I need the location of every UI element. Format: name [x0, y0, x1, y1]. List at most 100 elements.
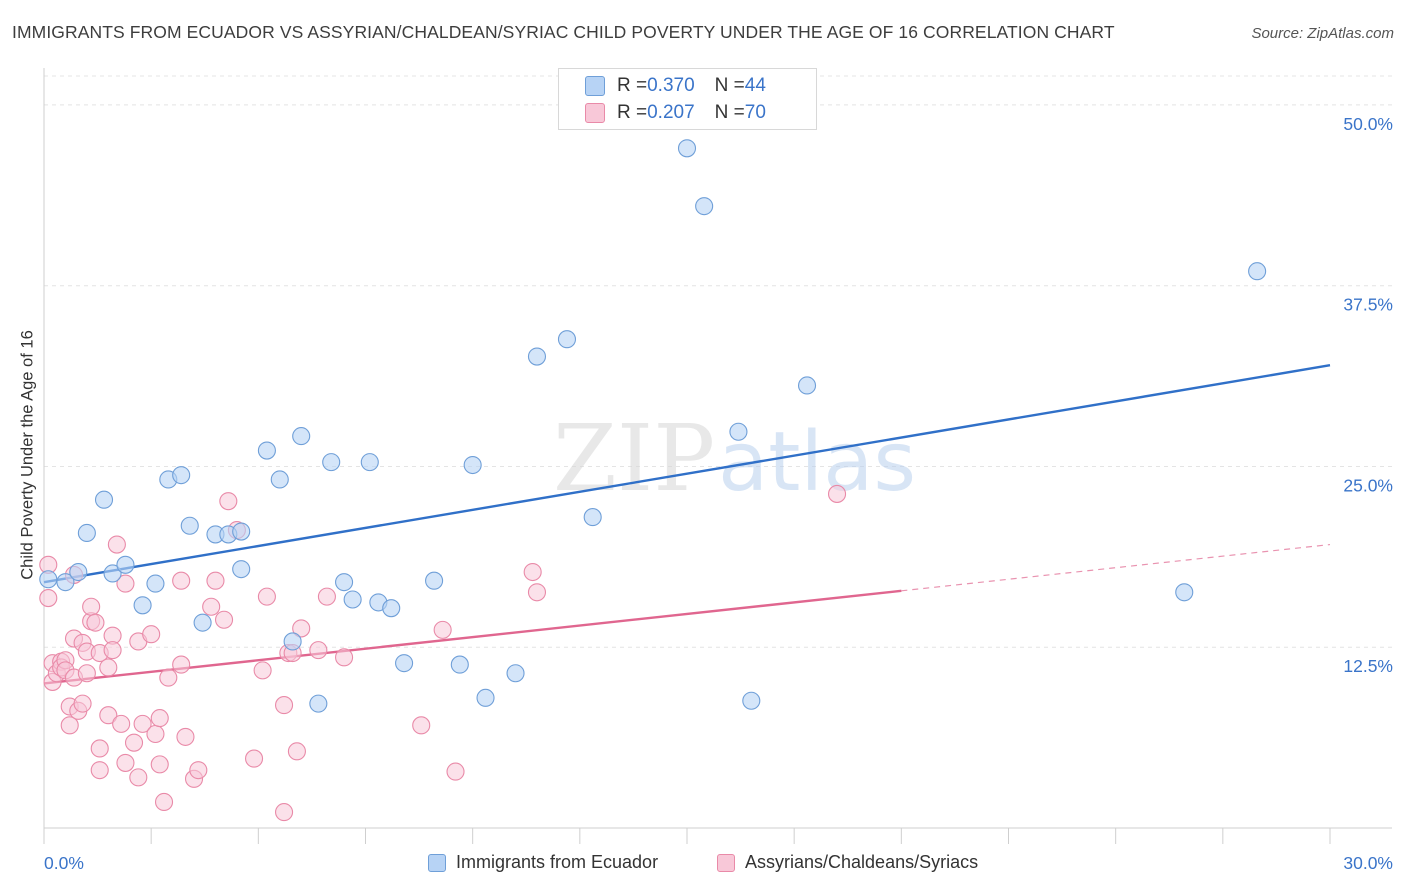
data-point-assyrians: [253, 661, 272, 680]
chart-title: IMMIGRANTS FROM ECUADOR VS ASSYRIAN/CHAL…: [12, 22, 1115, 42]
points-assyrians: [39, 484, 847, 822]
data-point-ecuador: [257, 441, 276, 460]
stats-row-assyrians: R = 0.207 N = 70: [585, 100, 766, 126]
data-point-assyrians: [154, 792, 174, 812]
data-point-assyrians: [412, 716, 431, 735]
data-point-assyrians: [219, 492, 238, 511]
data-point-assyrians: [116, 753, 135, 772]
data-point-assyrians: [287, 742, 306, 761]
data-point-ecuador: [69, 562, 88, 582]
trend-line-assyrians: [43, 589, 902, 685]
stats-legend: R = 0.370 N = 44 R = 0.207 N = 70: [558, 68, 817, 130]
source-credit: Source: ZipAtlas.com: [1251, 25, 1394, 42]
data-point-ecuador: [77, 523, 96, 543]
stats-row-ecuador: R = 0.370 N = 44: [585, 73, 766, 99]
data-point-ecuador: [309, 694, 328, 713]
data-point-ecuador: [583, 508, 602, 527]
data-point-ecuador: [382, 599, 401, 618]
data-point-assyrians: [292, 619, 311, 638]
data-point-assyrians: [433, 620, 452, 639]
data-point-assyrians: [244, 749, 264, 768]
legend-swatch-assyrians: [717, 853, 735, 872]
legend-swatch-ecuador: [585, 76, 605, 96]
y-tick-label: 12.5%: [1343, 656, 1393, 676]
data-point-assyrians: [257, 587, 276, 606]
data-point-ecuador: [729, 422, 748, 441]
data-point-ecuador: [335, 573, 354, 592]
data-point-ecuador: [527, 347, 547, 366]
tick-labels: 12.5% 25.0% 37.5% 50.0% 0.0% 30.0%: [44, 114, 1393, 873]
x-tick-label: 30.0%: [1343, 853, 1393, 873]
data-point-ecuador: [425, 571, 444, 590]
data-point-assyrians: [142, 625, 161, 644]
data-point-ecuador: [116, 555, 135, 574]
grid-lines: [44, 75, 1392, 648]
data-point-assyrians: [827, 484, 847, 503]
data-point-assyrians: [103, 641, 122, 660]
data-point-assyrians: [172, 655, 191, 674]
data-point-ecuador: [270, 470, 289, 489]
data-point-assyrians: [150, 755, 169, 774]
data-point-ecuador: [695, 197, 714, 216]
data-point-assyrians: [317, 587, 336, 606]
legend-swatch-assyrians: [585, 103, 605, 123]
data-point-assyrians: [172, 571, 191, 590]
trend-line-ecuador: [43, 364, 1331, 584]
data-point-assyrians: [99, 706, 118, 725]
data-point-assyrians: [309, 641, 328, 660]
data-point-ecuador: [56, 573, 75, 592]
data-point-assyrians: [77, 664, 96, 683]
data-point-ecuador: [450, 655, 469, 674]
legend-item-ecuador: Immigrants from Ecuador: [428, 852, 658, 873]
data-point-assyrians: [189, 761, 208, 780]
legend-item-assyrians: Assyrians/Chaldeans/Syriacs: [717, 852, 978, 873]
legend-label-assyrians: Assyrians/Chaldeans/Syriacs: [745, 852, 979, 872]
y-tick-label: 50.0%: [1343, 114, 1393, 134]
data-point-ecuador: [283, 632, 302, 651]
data-point-assyrians: [146, 724, 165, 744]
n-value: 70: [744, 102, 766, 123]
data-point-ecuador: [395, 654, 414, 673]
y-axis-label: Child Poverty Under the Age of 16: [18, 330, 37, 580]
data-point-assyrians: [82, 597, 101, 616]
data-point-assyrians: [86, 613, 105, 632]
data-point-assyrians: [214, 610, 234, 629]
data-point-ecuador: [677, 139, 697, 158]
points-ecuador: [39, 139, 1267, 713]
data-point-ecuador: [39, 570, 58, 589]
data-point-assyrians: [90, 761, 109, 780]
data-point-ecuador: [557, 330, 577, 349]
data-point-ecuador: [172, 466, 191, 485]
series-legend: Immigrants from Ecuador Assyrians/Chalde…: [0, 852, 1406, 878]
data-point-ecuador: [797, 376, 817, 395]
y-tick-label: 25.0%: [1343, 475, 1393, 495]
data-point-ecuador: [232, 560, 251, 579]
data-point-ecuador: [476, 688, 495, 707]
x-tick-label: 0.0%: [44, 853, 84, 873]
data-point-assyrians: [335, 648, 354, 667]
data-point-ecuador: [146, 574, 165, 593]
data-point-assyrians: [60, 716, 79, 735]
data-point-assyrians: [202, 597, 221, 616]
data-point-assyrians: [73, 694, 92, 713]
n-value: 44: [744, 75, 766, 96]
data-point-assyrians: [112, 714, 131, 733]
data-point-ecuador: [506, 664, 525, 683]
data-point-assyrians: [90, 739, 109, 758]
n-label: N =: [714, 102, 745, 123]
data-point-ecuador: [343, 590, 362, 609]
data-point-assyrians: [107, 535, 126, 554]
data-point-assyrians: [133, 714, 152, 733]
legend-swatch-ecuador: [428, 853, 446, 872]
watermark-zip: ZIP: [553, 405, 715, 512]
data-point-assyrians: [150, 709, 169, 728]
data-point-assyrians: [124, 733, 144, 752]
data-point-ecuador: [193, 613, 212, 632]
r-label: R =: [617, 75, 648, 96]
n-label: N =: [714, 75, 745, 96]
data-point-ecuador: [133, 596, 152, 615]
data-point-assyrians: [116, 574, 135, 593]
data-point-assyrians: [275, 803, 294, 822]
data-point-ecuador: [322, 453, 341, 472]
